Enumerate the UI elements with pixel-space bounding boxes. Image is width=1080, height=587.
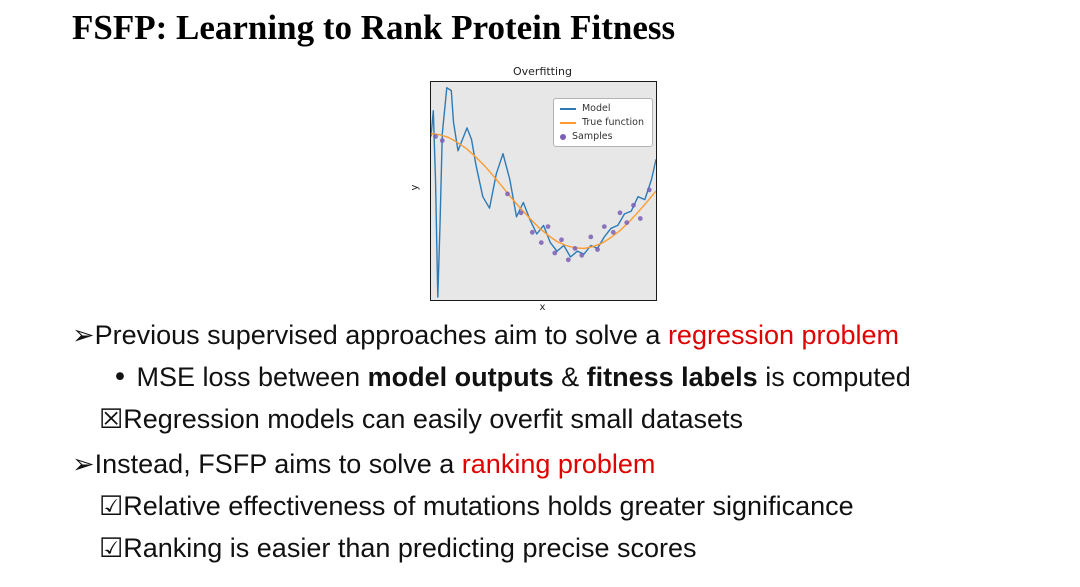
- legend-label: Model: [581, 103, 611, 114]
- legend-item: Samples: [559, 131, 644, 142]
- overfitting-chart: Overfitting y Model True function Samples …: [408, 64, 670, 316]
- legend-line-icon: [559, 121, 576, 124]
- text-segment: Regression models can easily overfit sma…: [123, 404, 743, 434]
- chart-xlabel: x: [539, 302, 546, 313]
- model-line: [431, 86, 656, 298]
- chart-plot-area: Model True function Samples: [430, 81, 657, 301]
- bullet-line: ➢Instead, FSFP aims to solve a ranking p…: [0, 447, 1080, 482]
- bullet-line: ☑Relative effectiveness of mutations hol…: [0, 489, 1080, 524]
- text-segment: Instead, FSFP aims to solve a: [94, 449, 462, 479]
- bullet-marker-icon: ☑: [99, 533, 124, 564]
- bullet-line: ☒Regression models can easily overfit sm…: [0, 402, 1080, 437]
- bullet-marker-icon: ☒: [99, 404, 124, 435]
- legend-label: Samples: [571, 131, 613, 142]
- plot-svg: [431, 86, 656, 298]
- true-function-line: [431, 132, 656, 250]
- legend-dot-icon: [559, 133, 566, 140]
- text-segment: MSE loss between: [136, 362, 368, 392]
- samples-dots: [433, 134, 652, 263]
- bullet-marker-icon: ➢: [72, 449, 95, 480]
- bullet-line: • MSE loss between model outputs & fitne…: [0, 360, 1080, 395]
- bullet-marker-icon: •: [112, 362, 137, 393]
- bullet-line: ➢Previous supervised approaches aim to s…: [0, 318, 1080, 353]
- legend-line-icon: [559, 107, 576, 110]
- chart-title: Overfitting: [512, 65, 573, 78]
- legend-label: True function: [581, 117, 644, 128]
- text-segment: &: [553, 362, 587, 392]
- bullet-marker-icon: ☑: [99, 491, 124, 522]
- text-segment: regression problem: [667, 320, 900, 350]
- text-segment: fitness labels: [586, 362, 758, 392]
- text-segment: ranking problem: [461, 449, 656, 479]
- legend-item: True function: [559, 117, 644, 128]
- bullet-line: ☑Ranking is easier than predicting preci…: [0, 531, 1080, 566]
- text-segment: Previous supervised approaches aim to so…: [94, 320, 668, 350]
- chart-legend: Model True function Samples: [552, 98, 653, 147]
- text-segment: is computed: [757, 362, 911, 392]
- bullet-marker-icon: ➢: [72, 320, 95, 351]
- page-title: FSFP: Learning to Rank Protein Fitness: [72, 8, 676, 47]
- chart-ylabel: y: [409, 184, 421, 191]
- text-segment: model outputs: [367, 362, 554, 392]
- legend-item: Model: [559, 103, 644, 114]
- text-segment: Relative effectiveness of mutations hold…: [123, 491, 854, 521]
- bullet-list: ➢Previous supervised approaches aim to s…: [0, 318, 1080, 573]
- text-segment: Ranking is easier than predicting precis…: [123, 533, 697, 563]
